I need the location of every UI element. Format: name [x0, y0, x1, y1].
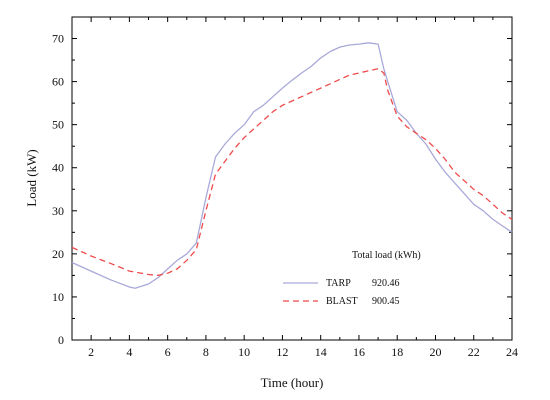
- x-axis-ticks: [71, 17, 513, 340]
- x-tick-label: 2: [88, 345, 94, 359]
- legend-total-tarp: 920.46: [372, 278, 400, 289]
- x-tick-label: 6: [165, 345, 171, 359]
- x-tick-label: 16: [353, 345, 365, 359]
- x-axis-label: Time (hour): [261, 375, 324, 390]
- legend-title: Total load (kWh): [352, 250, 421, 261]
- x-tick-label: 12: [276, 345, 288, 359]
- x-tick-label: 20: [429, 345, 441, 359]
- plot-frame: [71, 16, 513, 341]
- legend: Total load (kWh) TARP 920.46 BLAST 900.4…: [283, 250, 421, 307]
- y-tick-label: 10: [52, 290, 64, 304]
- y-tick-label: 30: [52, 204, 64, 218]
- y-axis-tick-labels: 0 10 20 30 40 50 60 70: [52, 32, 64, 347]
- y-tick-label: 40: [52, 161, 64, 175]
- y-tick-label: 0: [58, 333, 64, 347]
- x-tick-label: 22: [468, 345, 480, 359]
- x-tick-label: 24: [506, 345, 518, 359]
- y-tick-label: 50: [52, 118, 64, 132]
- series-line-tarp: [71, 42, 513, 289]
- x-tick-label: 4: [126, 345, 132, 359]
- y-tick-label: 60: [52, 75, 64, 89]
- series-lines: [71, 42, 513, 289]
- plot-area: [71, 16, 513, 341]
- x-tick-label: 18: [391, 345, 403, 359]
- x-tick-label: 10: [238, 345, 250, 359]
- y-axis-label: Load (kW): [24, 149, 39, 206]
- x-axis-tick-labels: 2 4 6 8 10 12 14 16 18 20 22 24: [88, 345, 518, 359]
- legend-label-tarp: TARP: [326, 278, 351, 289]
- y-tick-label: 70: [52, 32, 64, 46]
- y-axis-ticks: [72, 16, 512, 341]
- series-line-blast: [71, 68, 513, 277]
- y-tick-label: 20: [52, 247, 64, 261]
- legend-label-blast: BLAST: [326, 296, 358, 307]
- x-tick-label: 14: [315, 345, 327, 359]
- legend-total-blast: 900.45: [372, 296, 400, 307]
- x-tick-label: 8: [203, 345, 209, 359]
